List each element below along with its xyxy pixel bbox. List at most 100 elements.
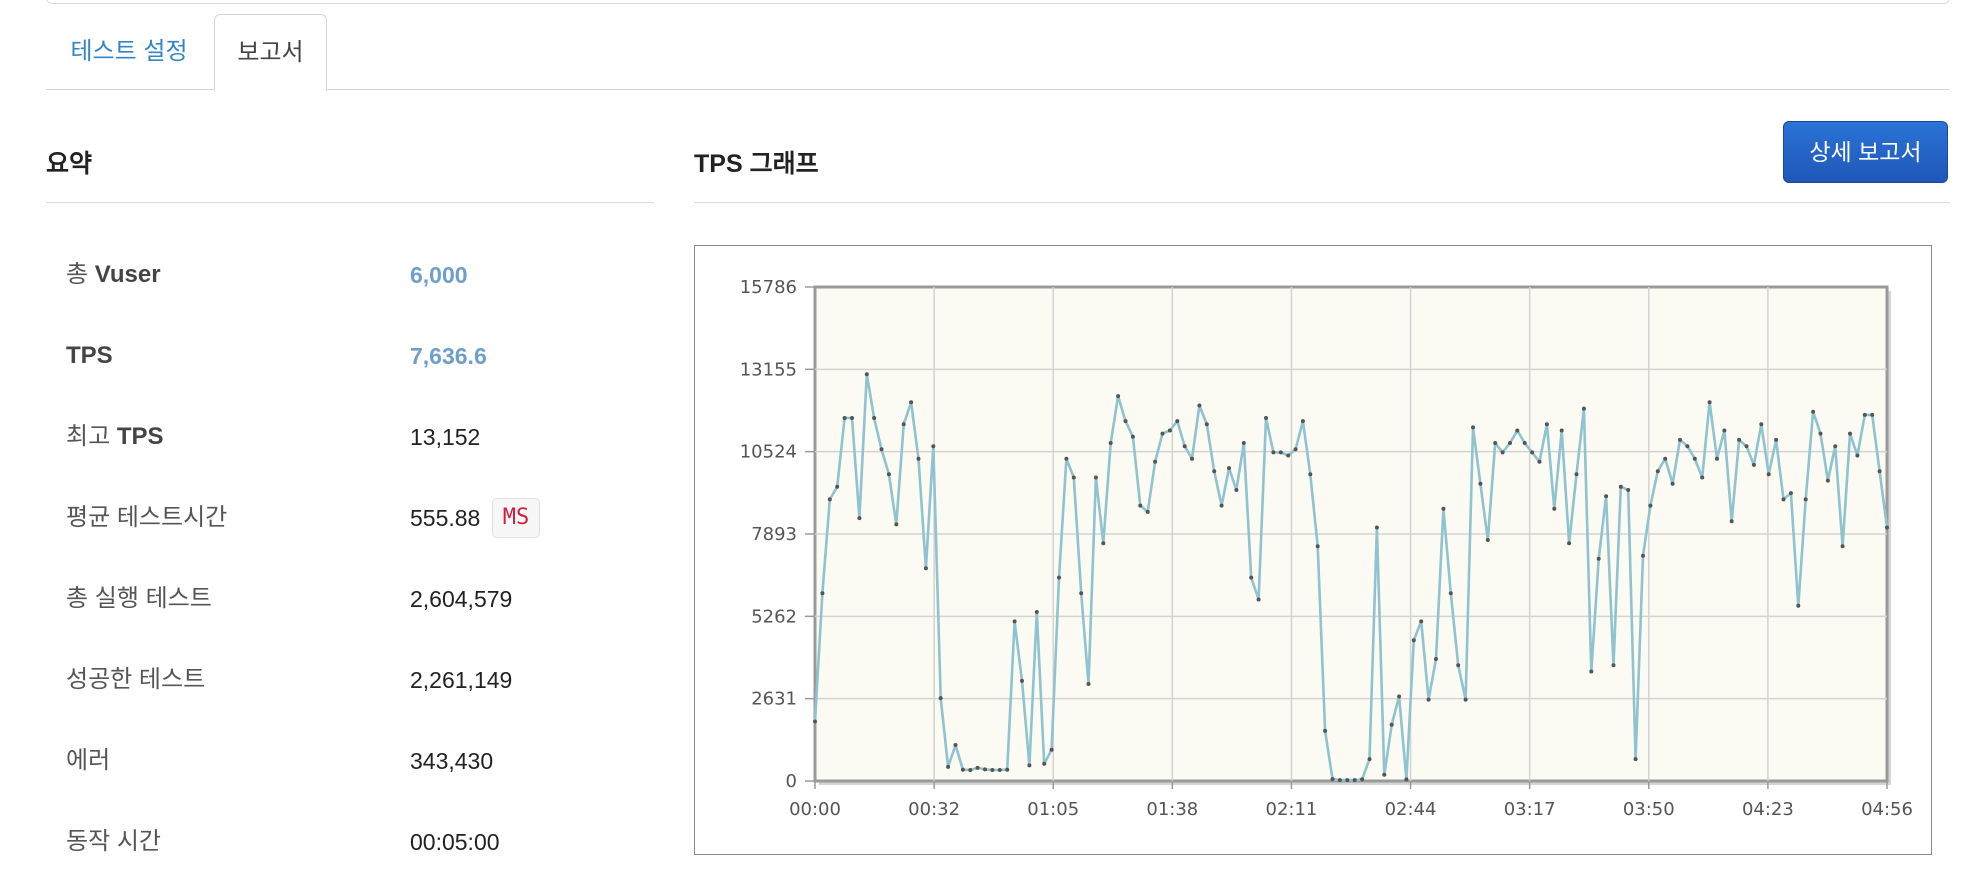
ms-unit-badge: MS bbox=[492, 498, 540, 538]
y-tick-label: 13155 bbox=[740, 359, 797, 380]
tps-data-point bbox=[1116, 394, 1121, 399]
avg-test-time-value: 555.88 bbox=[410, 505, 481, 531]
tps-data-point bbox=[1197, 403, 1202, 408]
tps-data-point bbox=[1367, 757, 1372, 762]
tps-data-point bbox=[1175, 419, 1180, 424]
tps-data-point bbox=[1840, 544, 1845, 549]
tps-data-point bbox=[1138, 503, 1143, 508]
tps-data-point bbox=[1374, 525, 1379, 530]
tps-data-point bbox=[1471, 425, 1475, 430]
summary-label: 성공한 테스트 bbox=[66, 666, 206, 693]
tps-data-point bbox=[1530, 450, 1535, 455]
tab-bar: 테스트 설정 보고서 bbox=[46, 14, 1950, 91]
summary-label: 최고 TPS bbox=[66, 423, 164, 450]
tps-data-point bbox=[1855, 453, 1860, 458]
summary-row-errors: 에러 343,430 bbox=[66, 741, 626, 781]
summary-row-run-time: 동작 시간 00:05:00 bbox=[66, 822, 626, 862]
tps-data-point bbox=[1833, 444, 1838, 449]
tps-data-point bbox=[1589, 669, 1594, 674]
tps-data-point bbox=[1071, 475, 1076, 480]
tps-data-point bbox=[1397, 694, 1402, 699]
y-tick-label: 0 bbox=[786, 771, 797, 792]
summary-row-peak-tps: 최고 TPS 13,152 bbox=[66, 417, 626, 457]
tps-data-point bbox=[1411, 638, 1416, 643]
tps-chart-svg: 0 2631 5262 7893 10524 13155 15786 00:00 00:32 01… bbox=[740, 277, 1913, 820]
tps-data-point bbox=[1500, 450, 1505, 455]
tab-test-settings[interactable]: 테스트 설정 bbox=[70, 38, 188, 65]
graph-divider bbox=[694, 202, 1950, 203]
tps-data-point bbox=[1862, 412, 1867, 417]
tps-data-point bbox=[1796, 603, 1801, 608]
tps-data-point bbox=[1648, 503, 1653, 508]
summary-row-total-vuser: 총 Vuser 6,000 bbox=[66, 255, 626, 295]
summary-row-total-executed: 총 실행 테스트 2,604,579 bbox=[66, 579, 626, 619]
tps-data-point bbox=[1604, 494, 1609, 499]
tps-data-point bbox=[1389, 722, 1394, 727]
tps-data-point bbox=[1537, 459, 1542, 464]
tps-data-point bbox=[1130, 434, 1135, 439]
tps-data-point bbox=[1219, 503, 1224, 508]
tps-data-point bbox=[975, 765, 980, 770]
tps-data-point bbox=[1685, 444, 1690, 449]
tps-data-point bbox=[1722, 428, 1727, 433]
summary-title: 요약 bbox=[46, 150, 93, 178]
tps-data-point bbox=[1448, 591, 1453, 596]
tps-data-point bbox=[1108, 441, 1113, 445]
tps-data-point bbox=[1300, 419, 1305, 424]
tps-data-point bbox=[1611, 663, 1616, 668]
tps-data-point bbox=[1759, 422, 1764, 427]
x-tick-label: 03:17 bbox=[1504, 799, 1556, 820]
tps-data-point bbox=[1434, 657, 1438, 661]
tps-data-point bbox=[909, 400, 914, 405]
tps-data-point bbox=[1567, 541, 1572, 546]
tab-report[interactable]: 보고서 bbox=[214, 14, 327, 91]
tps-data-point bbox=[1552, 506, 1557, 511]
tps-data-point bbox=[1426, 697, 1431, 702]
tps-data-point bbox=[1286, 453, 1291, 458]
tps-data-point bbox=[1323, 728, 1328, 733]
tps-data-point bbox=[1034, 610, 1039, 614]
tps-data-point bbox=[1715, 456, 1719, 461]
tps-data-point bbox=[1803, 497, 1808, 502]
tps-data-point bbox=[1737, 437, 1742, 442]
tps-data-point bbox=[886, 472, 891, 477]
tps-data-point bbox=[1626, 488, 1631, 492]
tps-data-point bbox=[820, 591, 825, 596]
tps-data-point bbox=[1204, 422, 1209, 427]
tps-data-point bbox=[1005, 767, 1010, 772]
tps-data-point bbox=[1877, 469, 1882, 474]
x-tick-label: 02:11 bbox=[1266, 799, 1318, 820]
detail-report-button[interactable]: 상세 보고서 bbox=[1783, 121, 1948, 183]
tps-data-point bbox=[1818, 431, 1823, 436]
tps-data-point bbox=[1825, 478, 1830, 483]
tps-data-point bbox=[1293, 447, 1298, 452]
tps-data-point bbox=[1093, 475, 1098, 480]
tps-data-point bbox=[1700, 475, 1705, 480]
tps-data-point bbox=[1707, 400, 1712, 405]
y-tick-label: 10524 bbox=[740, 442, 797, 463]
tps-data-point bbox=[1153, 459, 1158, 464]
x-tick-label: 01:38 bbox=[1146, 799, 1198, 820]
tps-data-point bbox=[1692, 456, 1697, 461]
tps-data-point bbox=[1360, 777, 1365, 782]
tps-data-point bbox=[997, 768, 1002, 772]
tps-data-point bbox=[1064, 456, 1069, 461]
tps-data-point bbox=[1441, 506, 1446, 511]
tps-data-point bbox=[1544, 422, 1549, 427]
tps-data-point bbox=[1330, 777, 1335, 782]
tps-data-point bbox=[1848, 431, 1852, 436]
total-vuser-value: 6,000 bbox=[410, 262, 468, 288]
tps-data-point bbox=[1234, 488, 1239, 492]
tps-data-point bbox=[1345, 778, 1350, 783]
tps-data-point bbox=[1057, 575, 1061, 580]
tps-data-point bbox=[923, 566, 928, 571]
tps-data-point bbox=[983, 767, 987, 772]
tps-data-point bbox=[1885, 525, 1889, 530]
tps-data-point bbox=[1618, 484, 1623, 489]
tps-data-point bbox=[1581, 406, 1586, 411]
y-tick-label: 2631 bbox=[751, 689, 797, 710]
tps-data-point bbox=[827, 497, 832, 502]
tps-value: 7,636.6 bbox=[410, 343, 487, 369]
y-tick-label: 15786 bbox=[740, 277, 797, 298]
successful-tests-value: 2,261,149 bbox=[410, 667, 513, 693]
